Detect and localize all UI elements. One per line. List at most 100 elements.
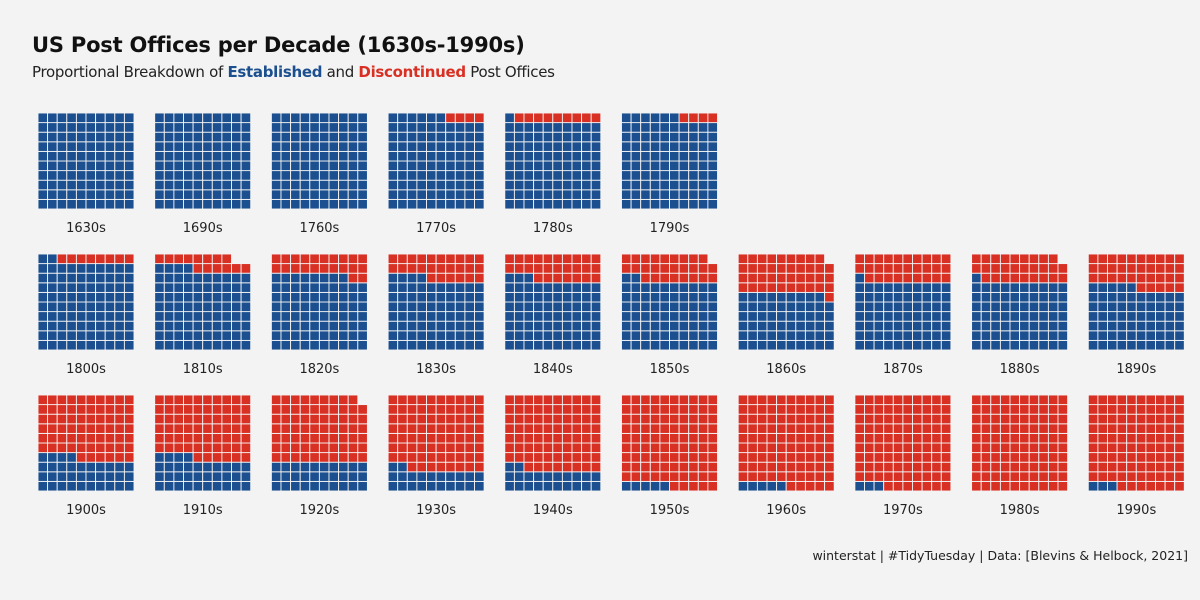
cell-established bbox=[299, 170, 311, 181]
cell-established bbox=[338, 112, 349, 124]
cell-established bbox=[873, 311, 885, 322]
cell-discontinued bbox=[590, 404, 602, 415]
cell-established bbox=[280, 272, 292, 284]
cell-established bbox=[533, 480, 544, 492]
cell-established bbox=[114, 189, 125, 200]
cell-discontinued bbox=[621, 452, 632, 463]
cell-established bbox=[37, 339, 49, 351]
cell-discontinued bbox=[1126, 263, 1137, 274]
cell-discontinued bbox=[357, 432, 368, 444]
cell-established bbox=[280, 189, 292, 200]
cell-established bbox=[533, 141, 544, 152]
panel-label-1870s: 1870s bbox=[883, 362, 923, 377]
cell-discontinued bbox=[406, 413, 418, 425]
cell-discontinued bbox=[804, 404, 816, 415]
cell-discontinued bbox=[688, 272, 699, 284]
cell-discontinued bbox=[85, 413, 97, 425]
cell-discontinued bbox=[270, 452, 282, 463]
cell-discontinued bbox=[221, 404, 232, 415]
cell-discontinued bbox=[669, 423, 680, 434]
cell-discontinued bbox=[464, 253, 475, 265]
cell-established bbox=[804, 330, 816, 341]
cell-established bbox=[921, 291, 933, 303]
cell-established bbox=[669, 301, 680, 313]
cell-established bbox=[678, 320, 690, 332]
cell-discontinued bbox=[999, 272, 1011, 284]
cell-discontinued bbox=[1174, 480, 1185, 492]
cell-established bbox=[464, 330, 475, 341]
cell-established bbox=[707, 150, 718, 162]
cell-established bbox=[231, 461, 242, 473]
cell-discontinued bbox=[697, 272, 709, 284]
cell-established bbox=[66, 339, 77, 351]
cell-established bbox=[95, 471, 106, 482]
cell-discontinued bbox=[1116, 432, 1128, 444]
cell-established bbox=[630, 122, 642, 133]
cell-discontinued bbox=[318, 442, 330, 454]
cell-established bbox=[824, 311, 835, 322]
cell-established bbox=[474, 320, 485, 332]
cell-established bbox=[37, 272, 49, 284]
cell-established bbox=[445, 311, 456, 322]
cell-established bbox=[669, 189, 680, 200]
cell-discontinued bbox=[474, 423, 485, 434]
cell-discontinued bbox=[883, 442, 894, 454]
cell-established bbox=[474, 480, 485, 492]
cell-discontinued bbox=[464, 461, 475, 473]
cell-established bbox=[649, 141, 661, 152]
cell-established bbox=[621, 301, 632, 313]
cell-established bbox=[1047, 301, 1059, 313]
cell-established bbox=[435, 141, 447, 152]
cell-established bbox=[474, 339, 485, 351]
cell-discontinued bbox=[435, 253, 447, 265]
cell-discontinued bbox=[357, 404, 368, 415]
cell-established bbox=[231, 160, 242, 172]
cell-established bbox=[795, 291, 806, 303]
cell-discontinued bbox=[678, 413, 690, 425]
cell-established bbox=[231, 320, 242, 332]
cell-established bbox=[707, 320, 718, 332]
cell-discontinued bbox=[1126, 413, 1137, 425]
cell-discontinued bbox=[921, 423, 933, 434]
cell-discontinued bbox=[921, 432, 933, 444]
cell-discontinued bbox=[747, 394, 758, 406]
cell-established bbox=[221, 141, 232, 152]
cell-established bbox=[931, 291, 942, 303]
cell-established bbox=[231, 330, 242, 341]
cell-discontinued bbox=[1107, 394, 1118, 406]
cell-discontinued bbox=[931, 272, 942, 284]
cell-discontinued bbox=[1097, 394, 1108, 406]
cell-discontinued bbox=[75, 413, 87, 425]
cell-established bbox=[513, 272, 525, 284]
cell-discontinued bbox=[581, 442, 592, 454]
cell-established bbox=[192, 272, 204, 284]
cell-discontinued bbox=[533, 394, 544, 406]
cell-established bbox=[747, 291, 758, 303]
cell-established bbox=[883, 311, 894, 322]
cell-established bbox=[192, 461, 204, 473]
cell-established bbox=[552, 311, 563, 322]
cell-established bbox=[640, 131, 651, 143]
cell-established bbox=[221, 198, 232, 210]
cell-established bbox=[804, 320, 816, 332]
cell-established bbox=[154, 122, 165, 133]
cell-established bbox=[95, 480, 106, 492]
cell-discontinued bbox=[357, 413, 368, 425]
cell-established bbox=[123, 272, 135, 284]
cell-discontinued bbox=[561, 272, 573, 284]
cell-discontinued bbox=[435, 263, 447, 274]
cell-discontinued bbox=[581, 253, 592, 265]
cell-discontinued bbox=[318, 452, 330, 463]
cell-discontinued bbox=[1057, 272, 1069, 284]
cell-established bbox=[1116, 291, 1128, 303]
cell-established bbox=[347, 150, 359, 162]
cell-established bbox=[669, 141, 680, 152]
cell-established bbox=[104, 150, 116, 162]
cell-established bbox=[552, 301, 563, 313]
cell-established bbox=[776, 311, 787, 322]
cell-established bbox=[154, 131, 165, 143]
cell-discontinued bbox=[406, 394, 418, 406]
cell-established bbox=[357, 301, 368, 313]
cell-discontinued bbox=[776, 413, 787, 425]
cell-discontinued bbox=[1135, 394, 1147, 406]
